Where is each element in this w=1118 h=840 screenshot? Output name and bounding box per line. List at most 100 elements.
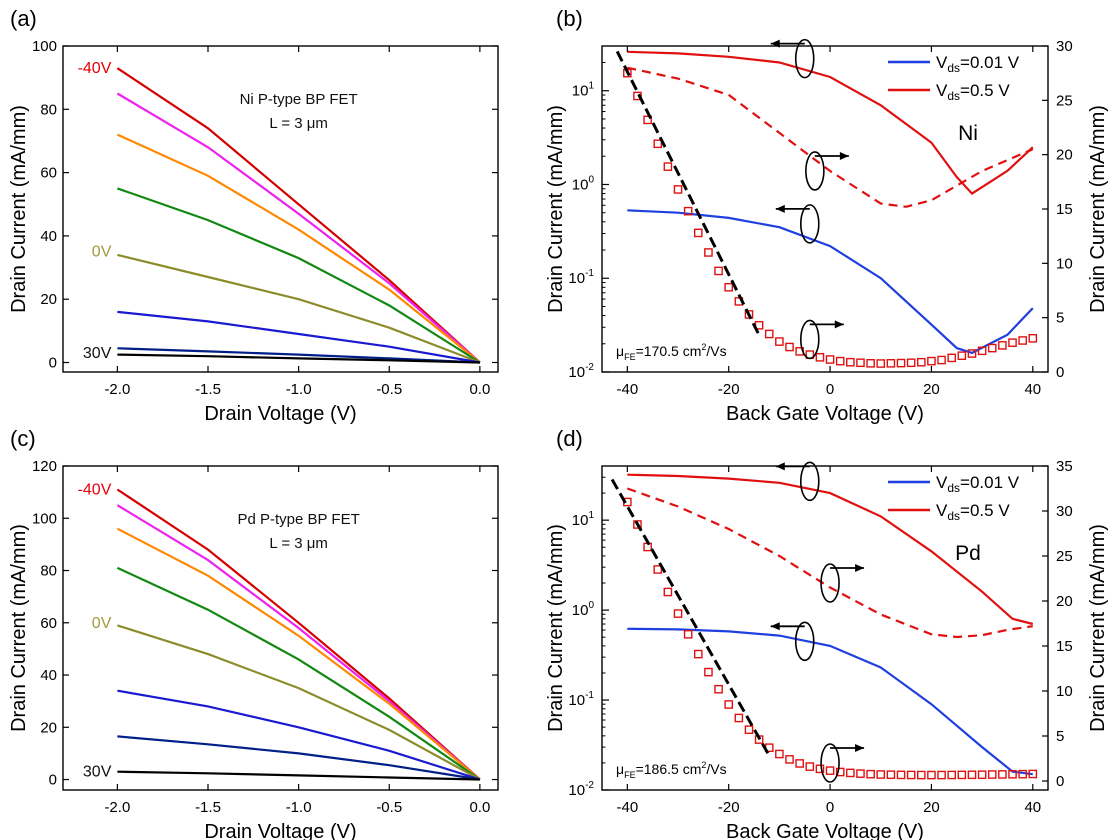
axis-arrow-head <box>775 204 785 213</box>
y-tick-exp: 1 <box>588 510 594 521</box>
data-point <box>1028 334 1038 343</box>
curve-label: 0V <box>92 615 112 632</box>
y2-tick-label: 5 <box>1056 728 1064 745</box>
data-point <box>927 356 936 366</box>
y-tick-label: 101 <box>572 510 595 529</box>
device-note: Ni P-type BP FET <box>240 91 358 108</box>
y-tick-label: 100 <box>32 38 57 55</box>
y-tick-base: 10 <box>568 364 585 381</box>
fit-line <box>610 478 771 757</box>
data-point <box>937 355 946 365</box>
series-line-1 <box>627 66 1034 208</box>
x-tick-label: 20 <box>923 799 940 816</box>
x-tick-label: -1.5 <box>195 799 221 816</box>
axis-arrow-head <box>855 744 865 752</box>
x-axis-label: Back Gate Voltage (V) <box>726 821 924 840</box>
legend-label: Vds=0.01 V <box>936 473 1020 495</box>
y2-tick-label: 10 <box>1056 255 1073 272</box>
y-tick-label: 0 <box>49 772 57 789</box>
y-tick-exp: -1 <box>585 690 594 701</box>
y-tick-label: 10-2 <box>568 780 594 799</box>
series-line-1 <box>116 92 481 364</box>
axis-arrow-head <box>770 622 780 631</box>
data-point <box>744 725 754 734</box>
x-tick-label: 0.0 <box>469 799 490 816</box>
panel-a: (a) -2.0 -1.5 -1.0 -0.5 0.0 0 20 40 60 80 100 Drain … <box>8 6 499 425</box>
y2-tick-label: 35 <box>1056 458 1073 475</box>
data-point <box>886 359 896 368</box>
series-line-3 <box>116 566 481 781</box>
series-line-1 <box>626 487 1033 639</box>
data-point <box>886 770 896 779</box>
series-line-6 <box>117 347 480 364</box>
data-point <box>876 770 886 779</box>
data-point <box>987 770 997 779</box>
data-point <box>775 749 784 759</box>
y2-tick-label: 30 <box>1056 38 1073 55</box>
y-tick-label: 100 <box>572 174 595 193</box>
curve-marker-ellipse <box>820 563 840 603</box>
data-point <box>693 649 703 659</box>
curve-label: -40V <box>78 482 112 499</box>
series-line-1 <box>116 504 481 781</box>
data-point <box>805 762 815 771</box>
data-point <box>683 630 693 639</box>
data-point <box>866 769 875 779</box>
curve-marker-ellipse <box>794 38 815 79</box>
panel-tag: (d) <box>556 426 583 451</box>
y-tick-base: 10 <box>572 602 589 619</box>
material-label: Ni <box>958 122 978 145</box>
series-line-2 <box>116 527 481 781</box>
series-line-3 <box>117 187 481 364</box>
data-point <box>785 755 794 764</box>
panel-b: (b)-40 -20 0 20 4010-210-1100101051015202530… <box>545 6 1109 425</box>
data-point <box>856 358 865 368</box>
y2-axis-label: Drain Current (mA/mm) <box>1087 105 1109 313</box>
data-point <box>967 349 977 358</box>
curve-marker-ellipse <box>799 461 820 502</box>
data-point <box>916 770 926 780</box>
data-point <box>1008 769 1017 779</box>
x-tick-label: 0 <box>826 381 834 398</box>
data-point <box>896 358 906 368</box>
legend-rest: =0.01 V <box>960 53 1020 72</box>
y-tick-label: 101 <box>572 81 595 100</box>
data-point <box>663 162 673 171</box>
y-tick-exp: -1 <box>585 268 594 279</box>
data-point <box>1008 338 1017 347</box>
y2-axis-label: Drain Current (mA/mm) <box>1087 524 1109 732</box>
fit-line <box>615 50 761 336</box>
y-tick-label: 120 <box>32 458 57 475</box>
legend-label: Vds=0.01 V <box>936 53 1020 75</box>
data-point <box>846 768 855 778</box>
x-tick-label: -40 <box>616 799 638 816</box>
mobility-sup: 2 <box>701 760 706 770</box>
y-axis-label: Drain Current (mA/mm) <box>8 105 30 313</box>
y-tick-base: 10 <box>572 512 589 529</box>
legend-sub: ds <box>947 61 960 75</box>
data-point <box>1018 769 1027 779</box>
y-tick-label: 80 <box>40 101 57 118</box>
data-point <box>906 358 916 368</box>
data-point <box>998 770 1007 779</box>
data-point <box>704 248 713 257</box>
data-point <box>724 282 734 292</box>
data-point <box>714 266 723 276</box>
data-point <box>998 341 1007 350</box>
legend-rest: =0.5 V <box>960 81 1010 100</box>
x-tick-label: -20 <box>718 799 740 816</box>
x-tick-label: -2.0 <box>104 799 130 816</box>
y2-tick-label: 0 <box>1056 773 1064 790</box>
legend-rest: =0.01 V <box>960 473 1020 492</box>
data-point <box>734 713 744 723</box>
y-tick-label: 100 <box>572 600 595 619</box>
axis-arrow-head <box>834 320 844 329</box>
data-point <box>704 667 713 677</box>
y2-tick-label: 30 <box>1056 503 1073 520</box>
y-tick-label: 40 <box>40 228 57 245</box>
y2-tick-label: 20 <box>1056 147 1073 164</box>
data-point <box>764 329 774 339</box>
data-point <box>775 337 784 346</box>
y2-tick-label: 0 <box>1056 364 1064 381</box>
data-point <box>856 769 865 778</box>
